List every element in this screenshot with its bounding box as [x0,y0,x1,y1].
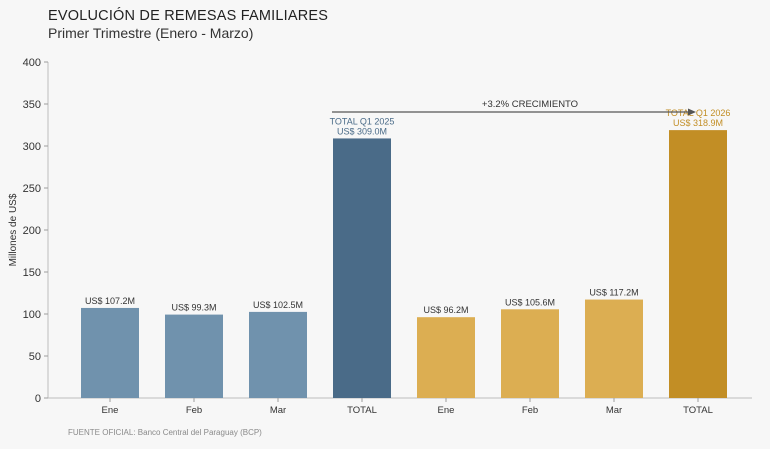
x-tick-label: TOTAL [347,405,377,416]
bar [333,138,391,398]
y-tick-label: 200 [23,225,41,237]
bar [81,307,139,398]
data-label: US$ 105.6M [505,297,555,307]
growth-annotation: +3.2% CRECIMIENTO [482,99,578,110]
bar [669,130,727,398]
y-tick-label: 300 [23,141,41,153]
data-label: US$ 318.9M [673,118,723,128]
x-tick-label: Feb [186,405,202,416]
bar [165,314,223,398]
y-tick-label: 0 [35,393,41,405]
y-axis-label: Millones de US$ [8,193,19,266]
data-label: US$ 117.2M [589,288,638,298]
y-tick-label: 50 [29,351,41,363]
chart-subtitle: Primer Trimestre (Enero - Marzo) [48,25,254,41]
x-tick-label: Ene [438,405,455,416]
data-label: US$ 102.5M [253,300,303,310]
y-tick-label: 350 [23,99,41,111]
x-tick-label: Mar [606,405,622,416]
data-label: US$ 99.3M [171,303,216,313]
y-tick-label: 250 [23,183,41,195]
data-label: TOTAL Q1 2026 [666,108,731,118]
data-label: US$ 96.2M [423,305,468,315]
y-tick-label: 100 [23,309,41,321]
bar [417,317,475,398]
bar [249,311,307,398]
y-tick-label: 400 [23,57,41,69]
x-tick-label: Ene [102,405,119,416]
chart-title-block: EVOLUCIÓN DE REMESAS FAMILIARES Primer T… [48,8,328,42]
bar [585,299,643,398]
growth-arrow-head [688,108,696,116]
x-tick-label: TOTAL [683,405,713,416]
chart-title: EVOLUCIÓN DE REMESAS FAMILIARES [48,8,329,24]
data-label: US$ 107.2M [85,296,135,306]
data-label: US$ 309.0M [337,126,387,136]
bar [501,309,559,398]
data-label: TOTAL Q1 2025 [330,116,395,126]
x-tick-label: Mar [270,405,286,416]
x-tick-label: Feb [522,405,538,416]
y-tick-label: 150 [23,267,41,279]
source-note: FUENTE OFICIAL: Banco Central del Paragu… [68,428,262,437]
